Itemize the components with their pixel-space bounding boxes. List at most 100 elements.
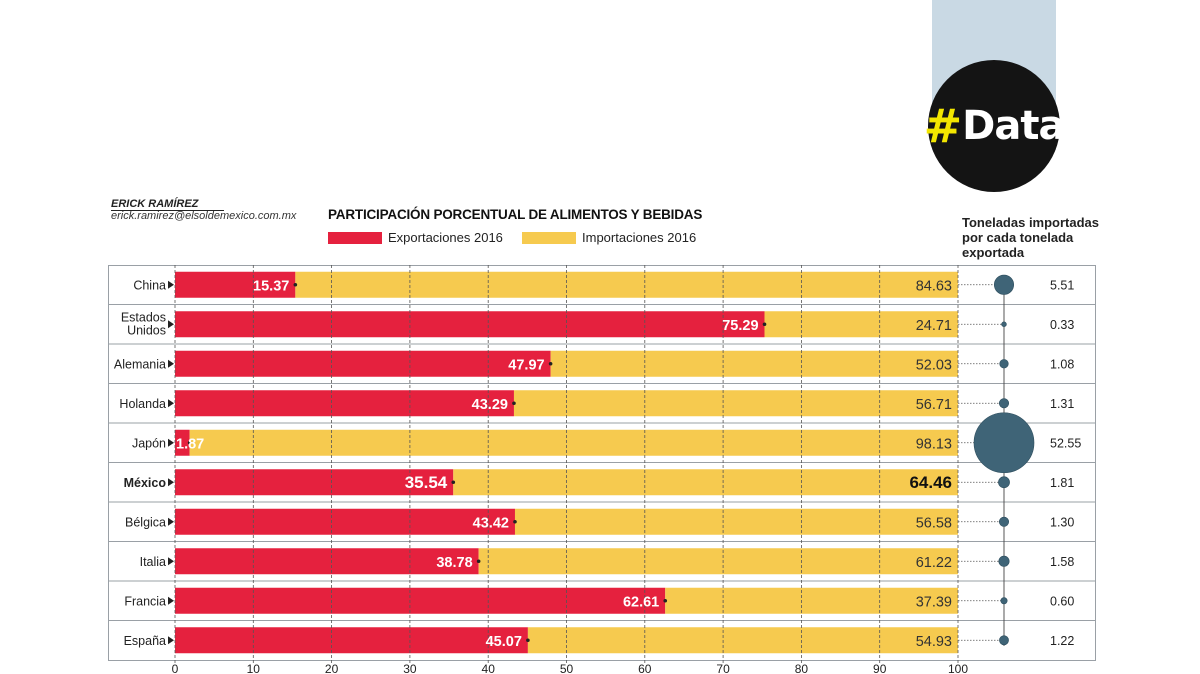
- x-tick-label: 80: [795, 662, 809, 674]
- exports-value-label: 15.37: [253, 278, 289, 294]
- imports-value-label: 84.63: [916, 278, 952, 294]
- bar-exports: [175, 311, 765, 338]
- exports-value-label: 1.87: [176, 436, 204, 452]
- ratio-value-label: 52.55: [1050, 436, 1081, 450]
- exports-value-label: 47.97: [508, 357, 544, 373]
- bar-exports: [175, 587, 666, 614]
- legend-imports-swatch: [522, 231, 576, 244]
- x-tick-label: 50: [560, 662, 574, 674]
- bar-exports: [175, 469, 454, 496]
- ratio-bubble: [999, 359, 1009, 369]
- category-label: Japón: [132, 436, 166, 450]
- legend-exports-swatch: [328, 231, 382, 244]
- bar-boundary-dot: [548, 361, 553, 366]
- legend-exports-label: Exportaciones 2016: [388, 230, 503, 245]
- ratio-bubble: [1000, 597, 1008, 605]
- ratio-bubble: [998, 516, 1010, 527]
- category-label: Unidos: [127, 323, 166, 337]
- chart-title: PARTICIPACIÓN PORCENTUAL DE ALIMENTOS Y …: [328, 207, 703, 222]
- bar-imports: [665, 587, 958, 614]
- exports-value-label: 75.29: [722, 318, 758, 334]
- legend-imports: Importaciones 2016: [522, 230, 696, 245]
- bar-boundary-dot: [663, 598, 668, 603]
- imports-value-label: 98.13: [916, 436, 952, 452]
- row-pointer-icon: [168, 596, 174, 605]
- data-badge: # Data: [924, 60, 1065, 192]
- bar-imports: [764, 311, 958, 338]
- ratio-value-label: 5.51: [1050, 278, 1074, 292]
- ratio-value-label: 1.81: [1050, 476, 1074, 490]
- ratio-value-label: 1.58: [1050, 555, 1074, 569]
- x-tick-label: 70: [716, 662, 730, 674]
- exports-value-label: 43.42: [473, 515, 509, 531]
- x-tick-label: 90: [873, 662, 887, 674]
- imports-value-label: 56.71: [916, 397, 952, 413]
- ratio-value-label: 1.08: [1050, 357, 1074, 371]
- imports-value-label: 56.58: [916, 515, 952, 531]
- category-label: Holanda: [119, 397, 166, 411]
- imports-value-label: 64.46: [909, 473, 952, 492]
- category-label: China: [133, 278, 166, 292]
- ratio-bubble: [973, 412, 1035, 474]
- exports-value-label: 35.54: [405, 473, 448, 492]
- row-pointer-icon: [168, 399, 174, 408]
- bar-exports: [175, 271, 296, 298]
- category-label: Italia: [140, 555, 166, 569]
- x-tick-label: 0: [172, 662, 179, 674]
- exports-value-label: 45.07: [486, 634, 522, 650]
- ratio-column-header: Toneladas importadas por cada tonelada e…: [962, 215, 1100, 260]
- row-pointer-icon: [168, 359, 174, 368]
- imports-value-label: 54.93: [916, 634, 952, 650]
- ratio-bubble: [998, 398, 1010, 409]
- x-tick-label: 10: [247, 662, 261, 674]
- bar-imports: [478, 548, 958, 575]
- row-pointer-icon: [168, 438, 174, 447]
- x-tick-label: 20: [325, 662, 339, 674]
- exports-value-label: 38.78: [436, 555, 472, 571]
- row-pointer-icon: [168, 557, 174, 566]
- imports-value-label: 24.71: [916, 318, 952, 334]
- ratio-value-label: 0.60: [1050, 594, 1074, 608]
- category-label: España: [124, 634, 166, 648]
- ratio-bubble: [993, 274, 1015, 295]
- ratio-bubble: [998, 476, 1010, 489]
- category-label: Estados: [121, 310, 166, 324]
- row-pointer-icon: [168, 280, 174, 289]
- row-pointer-icon: [168, 517, 174, 526]
- row-pointer-icon: [168, 320, 174, 329]
- bar-boundary-dot: [762, 322, 767, 327]
- bar-exports: [175, 390, 514, 417]
- ratio-bubble: [998, 555, 1010, 567]
- bar-exports: [175, 508, 515, 535]
- ratio-value-label: 1.30: [1050, 515, 1074, 529]
- bar-boundary-dot: [526, 638, 530, 643]
- badge-hash: #: [923, 99, 963, 153]
- bar-imports: [550, 350, 958, 377]
- category-label: Francia: [124, 594, 166, 608]
- author-email: erick.ramirez@elsoldemexico.com.mx: [111, 210, 297, 222]
- bar-imports: [527, 627, 958, 654]
- bar-exports: [175, 548, 479, 575]
- ratio-bubble: [999, 635, 1009, 646]
- imports-value-label: 61.22: [916, 555, 952, 571]
- bar-imports: [189, 429, 959, 456]
- exports-value-label: 43.29: [472, 397, 508, 413]
- bar-boundary-dot: [512, 401, 516, 406]
- bar-imports: [514, 508, 958, 535]
- bar-boundary-dot: [187, 440, 192, 445]
- legend-imports-label: Importaciones 2016: [582, 230, 697, 245]
- bar-exports: [175, 627, 528, 654]
- x-tick-label: 30: [403, 662, 417, 674]
- ratio-bubble: [1001, 321, 1007, 327]
- legend-exports: Exportaciones 2016: [328, 230, 503, 245]
- category-label: Bélgica: [125, 515, 166, 529]
- x-tick-label: 60: [638, 662, 652, 674]
- row-pointer-icon: [168, 636, 174, 645]
- exports-value-label: 62.61: [623, 594, 659, 610]
- bar-exports: [175, 350, 551, 377]
- ratio-value-label: 0.33: [1050, 318, 1074, 332]
- bar-imports: [295, 271, 958, 298]
- row-pointer-icon: [168, 478, 174, 487]
- bar-boundary-dot: [451, 480, 456, 485]
